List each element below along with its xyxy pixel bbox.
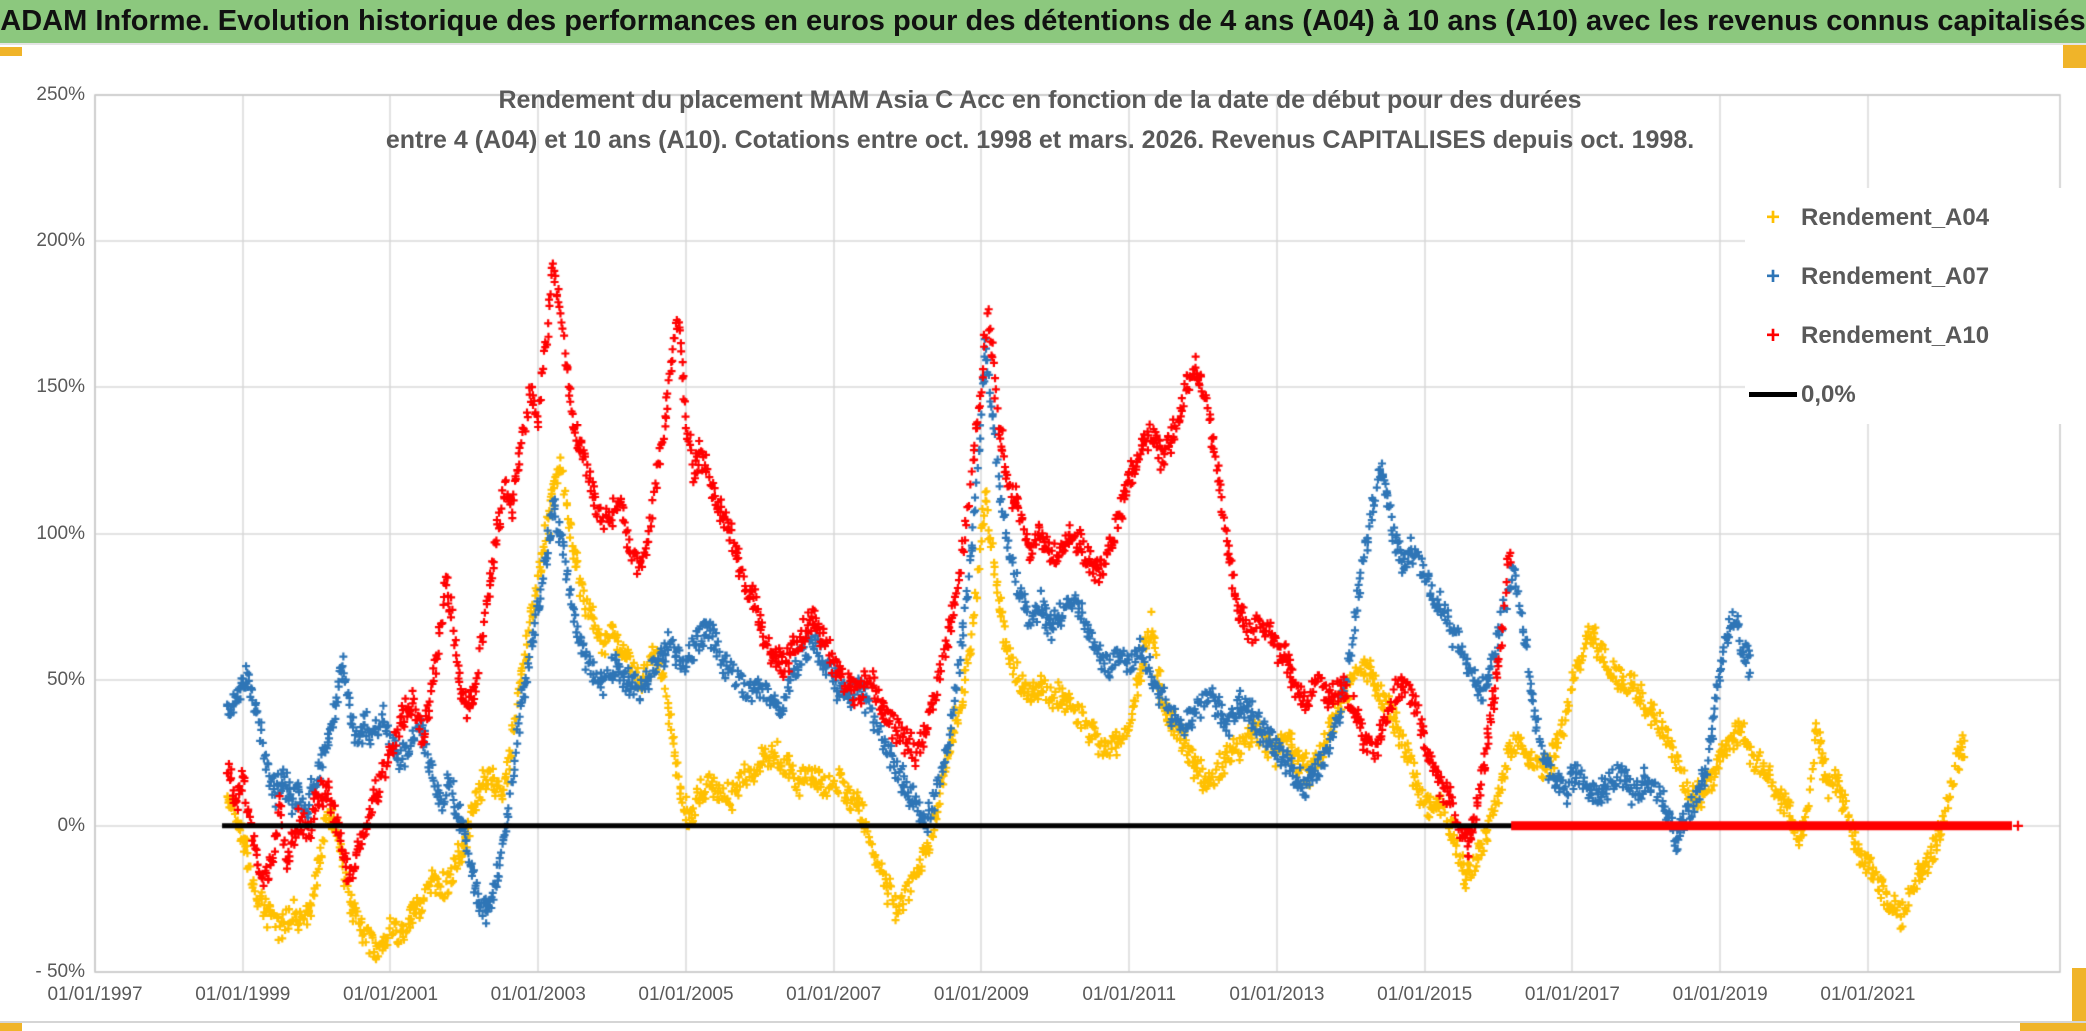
legend-item-zero-line[interactable]: 0,0%: [1745, 365, 2065, 424]
x-tick-label: 01/01/2003: [490, 984, 586, 1005]
y-tick-label: 150%: [36, 376, 85, 398]
legend-label: Rendement_A10: [1801, 321, 1990, 349]
x-tick-label: 01/01/2013: [1229, 984, 1325, 1005]
x-tick-label: 01/01/2001: [342, 984, 439, 1005]
x-tick-label: 01/01/2007: [786, 984, 882, 1005]
legend-label: Rendement_A04: [1801, 203, 1990, 231]
plus-marker-icon: +: [1765, 321, 1780, 349]
y-tick-label: 200%: [36, 230, 85, 252]
legend-label: 0,0%: [1801, 380, 1856, 408]
x-tick-label: 01/01/2009: [933, 984, 1029, 1005]
x-tick-label: 01/01/2019: [1672, 984, 1768, 1005]
x-tick-label: 01/01/2011: [1082, 984, 1177, 1005]
chart-title: Rendement du placement MAM Asia C Acc en…: [95, 80, 1985, 160]
chart-title-line2: entre 4 (A04) et 10 ans (A10). Cotations…: [385, 126, 1695, 154]
legend-item-a04[interactable]: + Rendement_A04: [1745, 188, 2065, 247]
x-tick-label: 01/01/2021: [1820, 984, 1916, 1005]
x-tick-label: 01/01/2005: [638, 984, 734, 1005]
chart-title-line1: Rendement du placement MAM Asia C Acc en…: [498, 86, 1582, 114]
x-tick-label: 01/01/2015: [1377, 984, 1473, 1005]
x-tick-label: 01/01/1997: [47, 984, 143, 1005]
bottom-divider: [0, 1021, 2086, 1023]
y-tick-label: 100%: [36, 522, 85, 544]
legend-item-a10[interactable]: + Rendement_A10: [1745, 306, 2065, 365]
x-tick-label: 01/01/1999: [195, 984, 291, 1005]
chart-legend: + Rendement_A04 + Rendement_A07 + Rendem…: [1745, 188, 2065, 424]
y-tick-label: - 50%: [35, 961, 85, 982]
plus-marker-icon: +: [1765, 203, 1780, 231]
y-tick-label: 0%: [57, 814, 85, 836]
legend-item-a07[interactable]: + Rendement_A07: [1745, 247, 2065, 306]
y-tick-label: 250%: [36, 84, 85, 105]
plus-marker-icon: +: [1765, 262, 1780, 290]
black-line-icon: [1749, 392, 1797, 397]
y-tick-label: 50%: [46, 668, 85, 690]
legend-label: Rendement_A07: [1801, 262, 1990, 290]
x-tick-label: 01/01/2017: [1524, 984, 1620, 1005]
